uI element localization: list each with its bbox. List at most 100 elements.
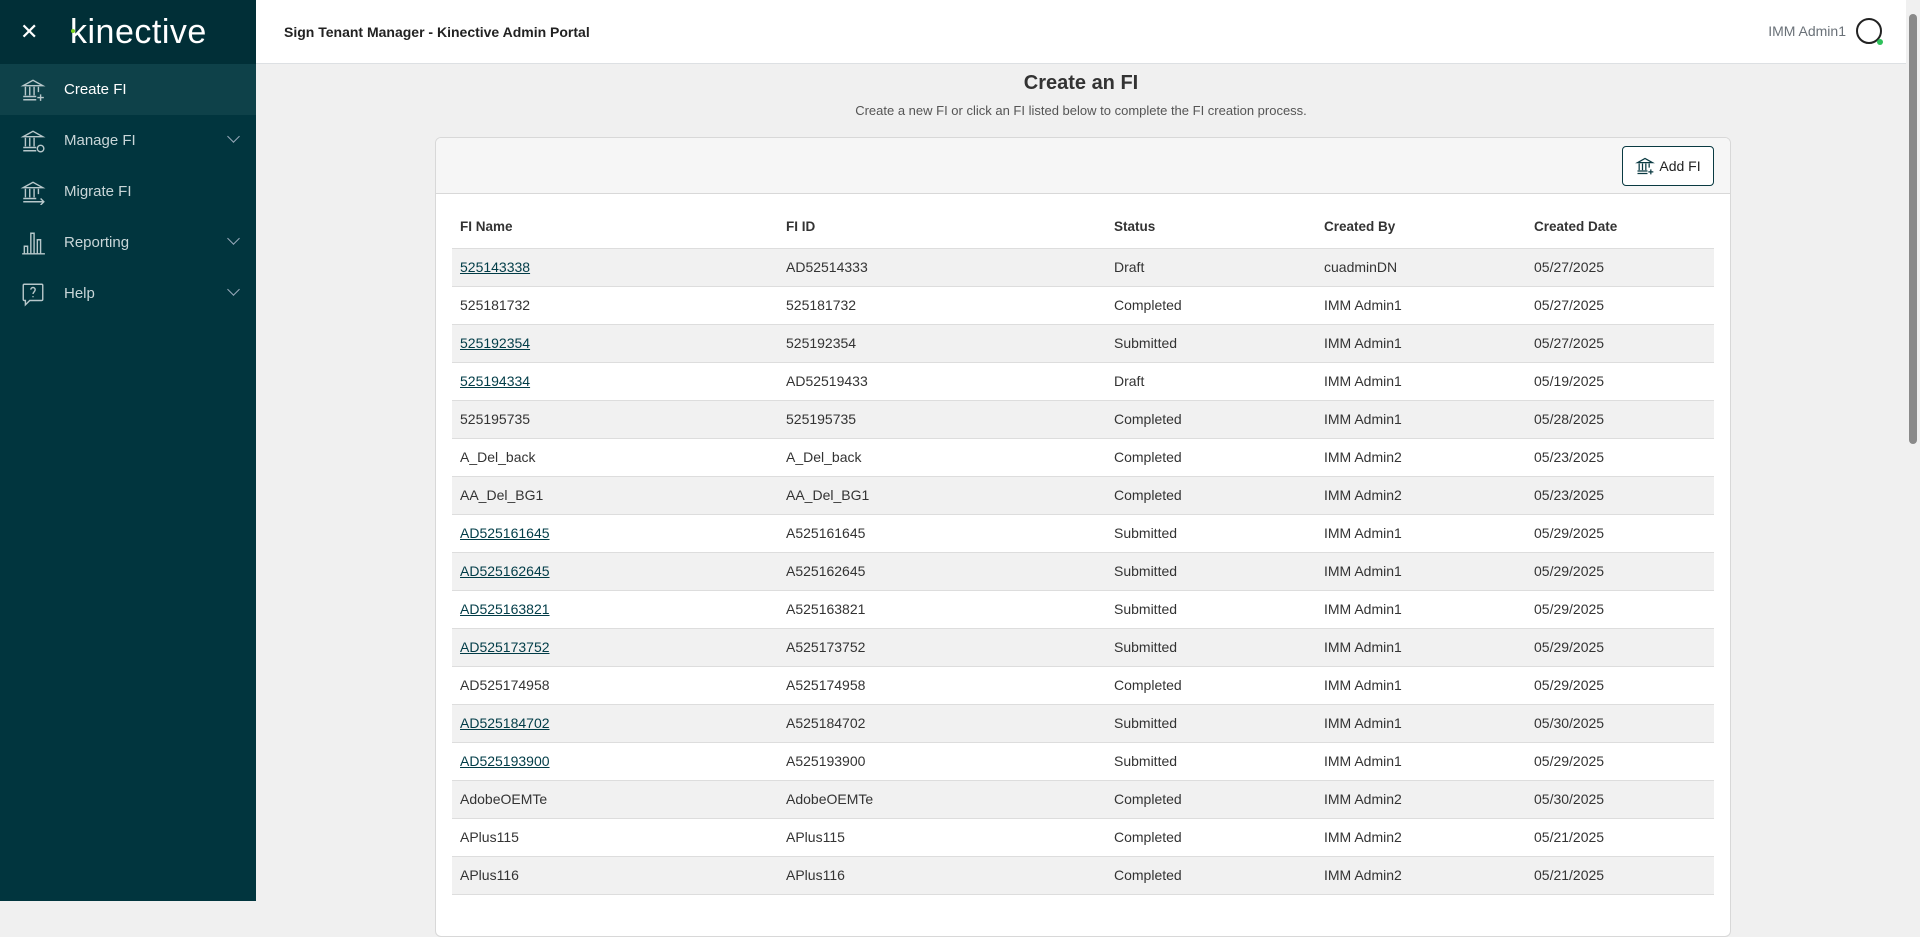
status-cell: Completed bbox=[1106, 666, 1316, 705]
fi-name-link[interactable]: 525143338 bbox=[460, 259, 531, 275]
created-by-cell: IMM Admin2 bbox=[1316, 476, 1526, 515]
status-cell: Submitted bbox=[1106, 704, 1316, 743]
table-row[interactable]: 525195735 525195735 Completed IMM Admin1… bbox=[452, 400, 1714, 439]
fi-name: AA_Del_BG1 bbox=[460, 487, 544, 503]
fi-id-cell: 525195735 bbox=[778, 400, 1106, 439]
page-title: Create an FI bbox=[1023, 72, 1139, 94]
chevron-down-icon[interactable] bbox=[227, 130, 240, 143]
fi-name-link[interactable]: AD525193900 bbox=[460, 753, 550, 769]
fi-id-cell: APlus115 bbox=[778, 818, 1106, 857]
add-fi-button[interactable]: Add FI bbox=[1622, 146, 1714, 186]
table-row[interactable]: AdobeOEMTe AdobeOEMTe Completed IMM Admi… bbox=[452, 780, 1714, 819]
page-heading: Create an FI Create a new FI or click an… bbox=[256, 72, 1906, 118]
fi-name-cell[interactable]: AD525184702 bbox=[452, 704, 778, 743]
fi-name-cell[interactable]: AD525173752 bbox=[452, 628, 778, 667]
fi-id-cell: A525184702 bbox=[778, 704, 1106, 743]
created-date-cell: 05/27/2025 bbox=[1526, 248, 1714, 287]
sidebar-item-help[interactable]: Help bbox=[0, 268, 256, 319]
user-menu[interactable]: IMM Admin1 bbox=[1768, 18, 1883, 45]
column-header: FI Name bbox=[452, 206, 778, 249]
fi-name-cell[interactable]: AD525193900 bbox=[452, 742, 778, 781]
sidebar-item-manage-fi[interactable]: Manage FI bbox=[0, 115, 256, 166]
bank-plus-icon bbox=[1635, 157, 1656, 175]
sidebar-item-label: Manage FI bbox=[64, 132, 136, 149]
fi-id-cell: A525173752 bbox=[778, 628, 1106, 667]
fi-id-cell: AA_Del_BG1 bbox=[778, 476, 1106, 515]
fi-name-cell[interactable]: AD525161645 bbox=[452, 514, 778, 553]
fi-id-cell: 525192354 bbox=[778, 324, 1106, 363]
created-by-cell: IMM Admin1 bbox=[1316, 704, 1526, 743]
table-row[interactable]: AD525163821 A525163821 Submitted IMM Adm… bbox=[452, 590, 1714, 629]
table-row[interactable]: 525192354 525192354 Submitted IMM Admin1… bbox=[452, 324, 1714, 363]
sidebar-item-label: Help bbox=[64, 285, 95, 302]
fi-name-link[interactable]: AD525184702 bbox=[460, 715, 550, 731]
table-row[interactable]: APlus116 APlus116 Completed IMM Admin2 0… bbox=[452, 856, 1714, 895]
sidebar-item-migrate-fi[interactable]: Migrate FI bbox=[0, 166, 256, 217]
fi-name-cell[interactable]: AD525162645 bbox=[452, 552, 778, 591]
table-row[interactable]: AD525174958 A525174958 Completed IMM Adm… bbox=[452, 666, 1714, 705]
fi-name-cell: 525181732 bbox=[452, 286, 778, 325]
created-date-cell: 05/21/2025 bbox=[1526, 818, 1714, 857]
sidebar-item-create-fi[interactable]: Create FI bbox=[0, 64, 256, 115]
table-row[interactable]: AD525193900 A525193900 Submitted IMM Adm… bbox=[452, 742, 1714, 781]
fi-id-cell: A_Del_back bbox=[778, 438, 1106, 477]
fi-name: 525195735 bbox=[460, 411, 531, 427]
scrollbar-thumb[interactable] bbox=[1909, 14, 1917, 444]
chevron-down-icon[interactable] bbox=[227, 283, 240, 296]
table-row[interactable]: 525181732 525181732 Completed IMM Admin1… bbox=[452, 286, 1714, 325]
fi-table: FI Name FI ID Status Created By Created Date… bbox=[452, 206, 1714, 895]
created-date-cell: 05/30/2025 bbox=[1526, 780, 1714, 819]
table-row[interactable]: AD525184702 A525184702 Submitted IMM Adm… bbox=[452, 704, 1714, 743]
created-by-cell: IMM Admin1 bbox=[1316, 590, 1526, 629]
close-icon[interactable]: ✕ bbox=[20, 19, 39, 44]
fi-name-link[interactable]: AD525161645 bbox=[460, 525, 550, 541]
fi-name-link[interactable]: 525194334 bbox=[460, 373, 531, 389]
fi-id-cell: 525181732 bbox=[778, 286, 1106, 325]
fi-name-link[interactable]: AD525173752 bbox=[460, 639, 550, 655]
status-cell: Draft bbox=[1106, 248, 1316, 287]
created-by-cell: IMM Admin1 bbox=[1316, 324, 1526, 363]
table-row[interactable]: AD525173752 A525173752 Submitted IMM Adm… bbox=[452, 628, 1714, 667]
created-date-cell: 05/29/2025 bbox=[1526, 552, 1714, 591]
status-cell: Completed bbox=[1106, 818, 1316, 857]
table-row[interactable]: 525194334 AD52519433 Draft IMM Admin1 05… bbox=[452, 362, 1714, 401]
fi-name-cell[interactable]: 525143338 bbox=[452, 248, 778, 287]
chevron-down-icon[interactable] bbox=[227, 232, 240, 245]
fi-name-cell: APlus116 bbox=[452, 856, 778, 895]
fi-name-cell[interactable]: AD525163821 bbox=[452, 590, 778, 629]
fi-name-cell[interactable]: 525194334 bbox=[452, 362, 778, 401]
created-by-cell: IMM Admin2 bbox=[1316, 780, 1526, 819]
fi-name-link[interactable]: AD525162645 bbox=[460, 563, 550, 579]
fi-name-link[interactable]: 525192354 bbox=[460, 335, 531, 351]
table-row[interactable]: A_Del_back A_Del_back Completed IMM Admi… bbox=[452, 438, 1714, 477]
created-date-cell: 05/27/2025 bbox=[1526, 286, 1714, 325]
fi-id-cell: APlus116 bbox=[778, 856, 1106, 895]
table-row[interactable]: APlus115 APlus115 Completed IMM Admin2 0… bbox=[452, 818, 1714, 857]
fi-name-cell[interactable]: 525192354 bbox=[452, 324, 778, 363]
scrollbar[interactable] bbox=[1906, 0, 1920, 901]
fi-id-cell: A525162645 bbox=[778, 552, 1106, 591]
status-cell: Submitted bbox=[1106, 324, 1316, 363]
page-subtitle: Create a new FI or click an FI listed be… bbox=[855, 103, 1307, 118]
created-date-cell: 05/28/2025 bbox=[1526, 400, 1714, 439]
column-header: Status bbox=[1106, 206, 1316, 249]
status-cell: Completed bbox=[1106, 286, 1316, 325]
table-row[interactable]: AD525162645 A525162645 Submitted IMM Adm… bbox=[452, 552, 1714, 591]
table-row[interactable]: 525143338 AD52514333 Draft cuadminDN 05/… bbox=[452, 248, 1714, 287]
table-row[interactable]: AA_Del_BG1 AA_Del_BG1 Completed IMM Admi… bbox=[452, 476, 1714, 515]
sidebar-item-reporting[interactable]: Reporting bbox=[0, 217, 256, 268]
table-row[interactable]: AD525161645 A525161645 Submitted IMM Adm… bbox=[452, 514, 1714, 553]
user-avatar-icon[interactable] bbox=[1856, 18, 1883, 45]
fi-name: AD525174958 bbox=[460, 677, 550, 693]
status-cell: Submitted bbox=[1106, 514, 1316, 553]
fi-id-cell: AD52514333 bbox=[778, 248, 1106, 287]
created-by-cell: IMM Admin1 bbox=[1316, 400, 1526, 439]
created-date-cell: 05/23/2025 bbox=[1526, 438, 1714, 477]
status-cell: Draft bbox=[1106, 362, 1316, 401]
fi-id-cell: AD52519433 bbox=[778, 362, 1106, 401]
kinective-logo: kinective bbox=[70, 12, 207, 51]
sidebar-item-label: Migrate FI bbox=[64, 183, 132, 200]
status-cell: Completed bbox=[1106, 400, 1316, 439]
fi-name-link[interactable]: AD525163821 bbox=[460, 601, 550, 617]
created-by-cell: IMM Admin1 bbox=[1316, 666, 1526, 705]
